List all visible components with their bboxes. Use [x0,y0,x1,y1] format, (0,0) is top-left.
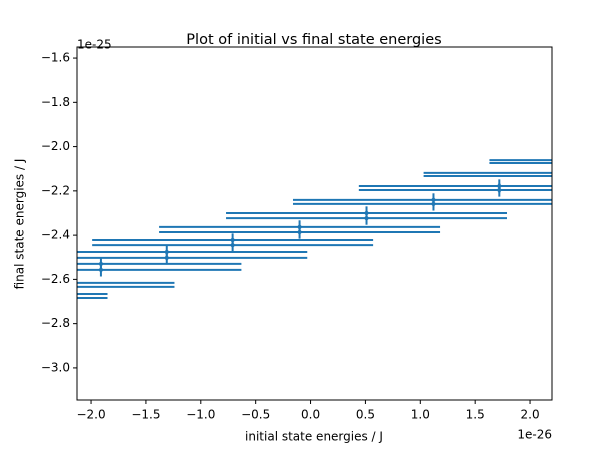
x-tick-label: 1.5 [466,408,485,422]
y-tick-label: −2.4 [41,228,70,242]
y-axis-label: final state energies / J [13,159,27,290]
x-tick-label: −2.0 [76,408,105,422]
point [364,216,369,221]
y-tick-label: −2.2 [41,183,70,197]
x-tick-label: −1.0 [186,408,215,422]
y-tick-label: −2.0 [41,139,70,153]
axes-frame [76,46,553,401]
y-tick-label: −1.8 [41,95,70,109]
x-tick-label: −1.5 [131,408,160,422]
y-tick-label: −2.6 [41,272,70,286]
y-tick-label: −3.0 [41,360,70,374]
x-tick-label: 1.0 [411,408,430,422]
x-tick-label: 0.5 [356,408,375,422]
plot-area [77,159,552,299]
point [297,230,302,235]
chart-title: Plot of initial vs final state energies [186,32,441,48]
x-offset-label: 1e-26 [517,428,552,442]
point [98,267,103,272]
y-tick-label: −2.8 [41,316,70,330]
point [164,255,169,260]
point [230,243,235,248]
y-offset-label: 1e-25 [77,38,112,52]
x-tick-label: 0.0 [301,408,320,422]
x-tick-label: 2.0 [521,408,540,422]
point [497,187,502,192]
x-axis-label: initial state energies / J [245,430,383,444]
y-tick-label: −1.6 [41,51,70,65]
point [431,201,436,206]
x-tick-label: −0.5 [241,408,270,422]
